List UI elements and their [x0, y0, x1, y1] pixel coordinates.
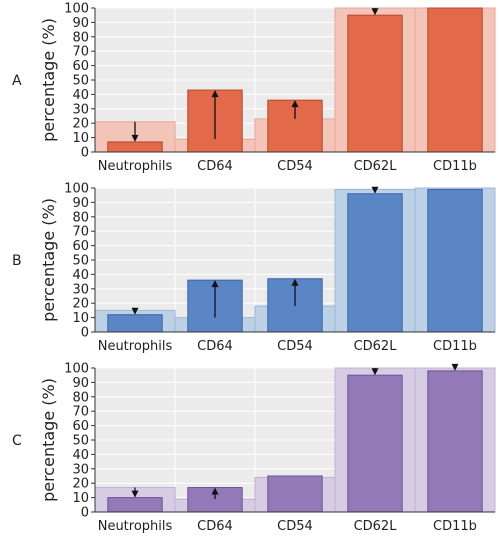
foreground-bar — [427, 188, 483, 333]
category-label: CD54 — [277, 339, 313, 354]
foreground-bar — [427, 7, 483, 153]
y-tick-label: 40 — [72, 448, 89, 463]
y-tick-label: 20 — [72, 117, 89, 132]
y-tick-label: 70 — [72, 405, 89, 420]
y-tick-label: 0 — [81, 326, 89, 341]
y-tick-label: 20 — [72, 477, 89, 492]
category-label: Neutrophils — [98, 339, 173, 354]
category-label: CD62L — [354, 519, 398, 534]
y-tick-label: 10 — [72, 131, 89, 146]
y-axis-label: percentage (%) — [39, 378, 58, 502]
foreground-bar — [427, 370, 483, 513]
y-tick-label: 50 — [72, 434, 89, 449]
y-tick-label: 60 — [72, 419, 89, 434]
y-tick-label: 70 — [72, 45, 89, 60]
category-label: CD62L — [354, 339, 398, 354]
y-tick-label: 40 — [72, 88, 89, 103]
foreground-bar — [267, 475, 323, 513]
y-tick-label: 10 — [72, 311, 89, 326]
panel-label: A — [12, 73, 22, 89]
category-label: CD11b — [433, 339, 477, 354]
change-arrow-head — [291, 278, 299, 286]
y-tick-label: 50 — [72, 254, 89, 269]
category-label: Neutrophils — [98, 159, 173, 174]
foreground-bar — [107, 141, 163, 153]
y-tick-label: 100 — [64, 182, 89, 197]
y-tick-label: 30 — [72, 282, 89, 297]
foreground-bar — [347, 374, 403, 513]
y-tick-label: 10 — [72, 491, 89, 506]
y-axis-label: percentage (%) — [39, 198, 58, 322]
category-label: CD64 — [197, 519, 233, 534]
category-label: CD64 — [197, 339, 233, 354]
change-arrow-head — [211, 280, 219, 288]
category-label: CD11b — [433, 159, 477, 174]
category-label: Neutrophils — [98, 519, 173, 534]
y-tick-label: 0 — [81, 146, 89, 161]
y-tick-label: 20 — [72, 297, 89, 312]
y-tick-label: 70 — [72, 225, 89, 240]
y-tick-label: 60 — [72, 59, 89, 74]
panel-label: C — [12, 433, 22, 449]
change-arrow-head — [211, 487, 219, 495]
category-label: CD11b — [433, 519, 477, 534]
change-arrow-head — [371, 186, 379, 194]
change-arrow-head — [211, 90, 219, 98]
y-tick-label: 100 — [64, 2, 89, 17]
foreground-bar — [107, 314, 163, 333]
category-label: CD54 — [277, 519, 313, 534]
y-tick-label: 80 — [72, 30, 89, 45]
y-tick-label: 30 — [72, 462, 89, 477]
y-tick-label: 30 — [72, 102, 89, 117]
y-tick-label: 90 — [72, 196, 89, 211]
change-arrow-head — [371, 8, 379, 16]
foreground-bar — [347, 14, 403, 153]
y-tick-label: 0 — [81, 506, 89, 521]
category-label: CD62L — [354, 159, 398, 174]
y-axis-label: percentage (%) — [39, 18, 58, 142]
change-arrow-head — [131, 307, 139, 315]
y-tick-label: 90 — [72, 16, 89, 31]
category-label: CD54 — [277, 159, 313, 174]
y-tick-label: 80 — [72, 390, 89, 405]
change-arrow-head — [291, 100, 299, 108]
change-arrow-head — [451, 363, 459, 371]
y-tick-label: 80 — [72, 210, 89, 225]
category-label: CD64 — [197, 159, 233, 174]
foreground-bar — [347, 193, 403, 333]
change-arrow-head — [131, 490, 139, 498]
change-arrow-head — [371, 368, 379, 376]
change-arrow-head — [131, 134, 139, 142]
panel-label: B — [12, 253, 22, 269]
y-tick-label: 50 — [72, 74, 89, 89]
foreground-bar — [107, 497, 163, 513]
y-tick-label: 40 — [72, 268, 89, 283]
y-tick-label: 60 — [72, 239, 89, 254]
y-tick-label: 90 — [72, 376, 89, 391]
y-tick-label: 100 — [64, 362, 89, 377]
